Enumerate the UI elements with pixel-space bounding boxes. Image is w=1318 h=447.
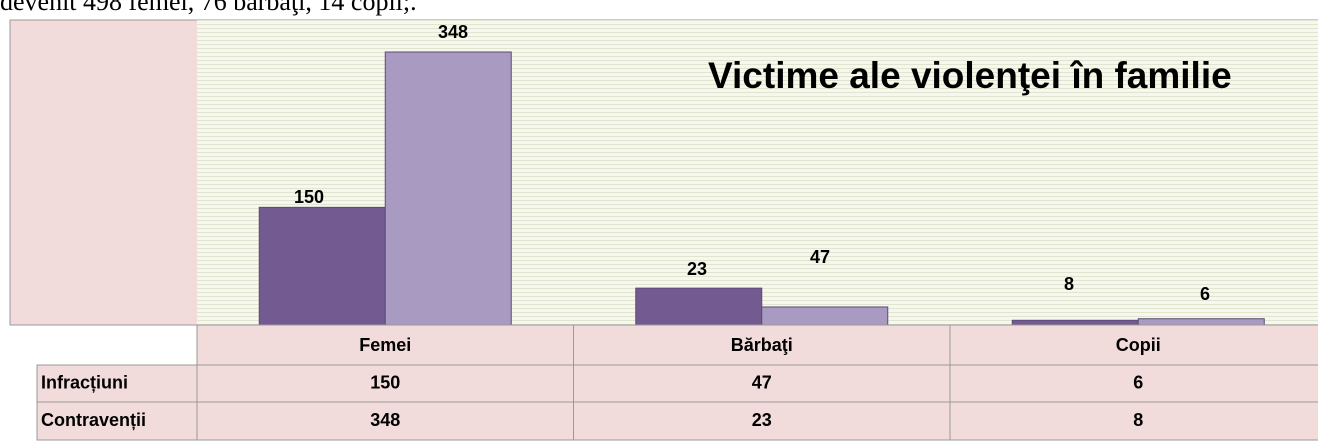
table-value: 348 xyxy=(370,410,400,430)
bar xyxy=(1137,318,1265,326)
table-value: 8 xyxy=(1133,410,1143,430)
chart-title: Victime ale violenţei în familie xyxy=(708,55,1232,96)
bar xyxy=(761,306,889,326)
table-value: 23 xyxy=(752,410,772,430)
legend-label: Infracțiuni xyxy=(41,372,128,392)
bar xyxy=(384,51,512,326)
x-tick-label: Bărbaţi xyxy=(731,335,793,355)
table-cell xyxy=(573,401,951,441)
table-cell xyxy=(196,324,574,366)
legend-label: Contravenții xyxy=(41,410,146,430)
table-value: 6 xyxy=(1133,372,1143,392)
caption: devenit 498 femei, 76 bărbaţi, 14 copii;… xyxy=(0,0,417,16)
table-value: 47 xyxy=(752,372,772,392)
bar xyxy=(635,287,763,326)
table-cell xyxy=(196,364,574,403)
data-label: 47 xyxy=(810,247,830,267)
bar xyxy=(258,206,386,326)
table-cell xyxy=(949,324,1318,366)
table-cell xyxy=(949,401,1318,441)
table-cell xyxy=(573,324,951,366)
data-label: 8 xyxy=(1064,274,1074,294)
bar xyxy=(1011,319,1139,326)
data-label: 23 xyxy=(687,259,707,279)
data-label: 348 xyxy=(438,22,468,42)
data-label: 6 xyxy=(1200,284,1210,304)
data-label: 150 xyxy=(294,187,324,207)
table-row-head xyxy=(36,401,198,441)
table-cell xyxy=(949,364,1318,403)
x-tick-label: Femei xyxy=(359,335,411,355)
table-row-head xyxy=(36,364,198,403)
x-tick-label: Copii xyxy=(1116,335,1161,355)
table-cell xyxy=(196,401,574,441)
table-value: 150 xyxy=(370,372,400,392)
